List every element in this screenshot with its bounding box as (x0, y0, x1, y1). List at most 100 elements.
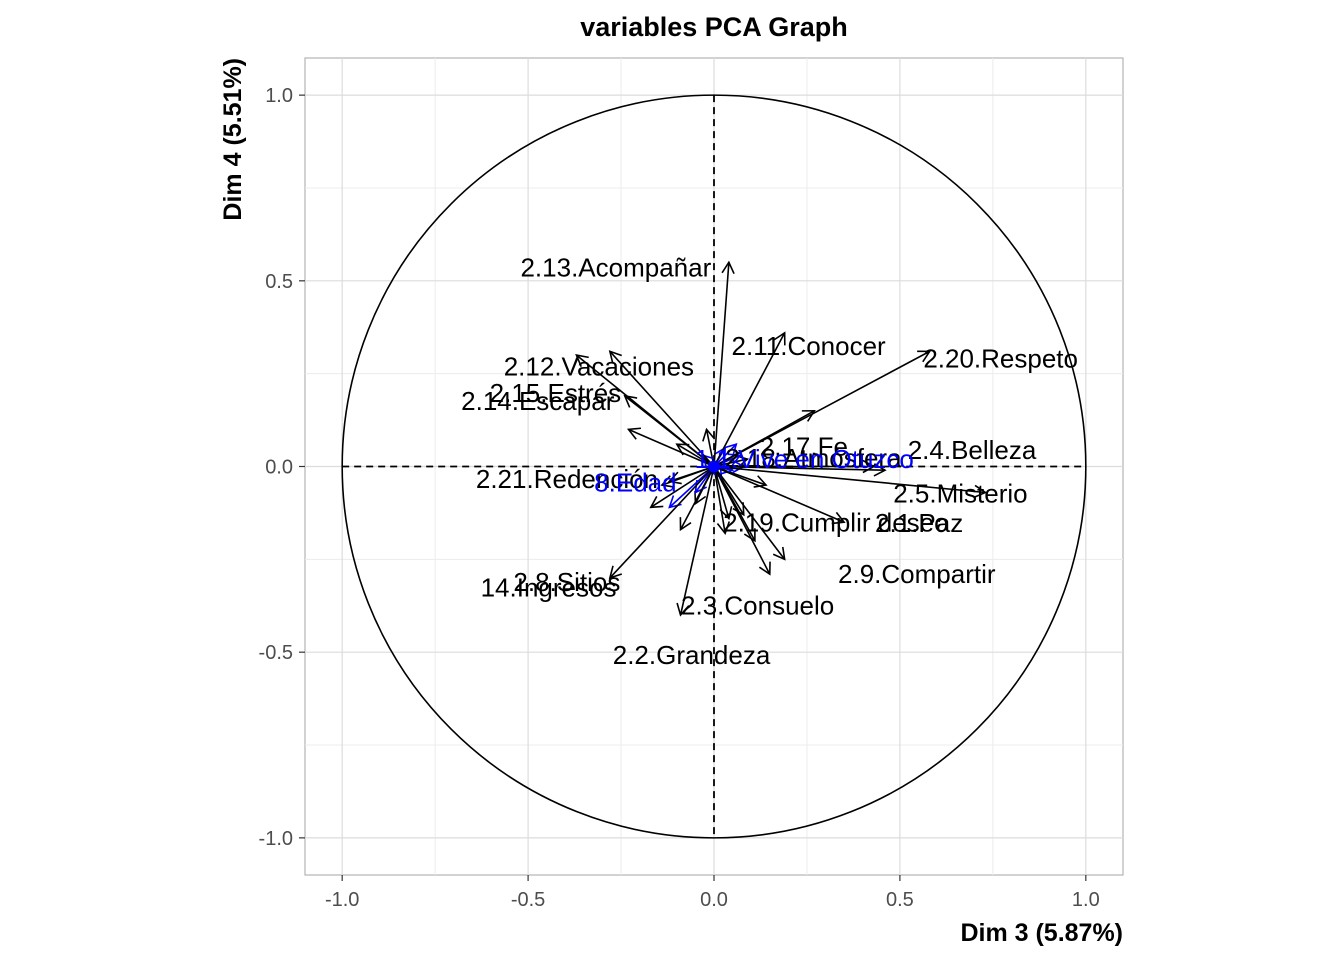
arrow-shaft (609, 465, 715, 579)
variable-arrow (626, 427, 715, 468)
variable-label: 2.4.Belleza (908, 435, 1037, 465)
arrow-head (701, 454, 716, 468)
y-tick-label: 1.0 (265, 85, 293, 107)
variable-label: 2.19.Cumplir deseo (723, 507, 948, 537)
x-tick-label: 0.0 (700, 889, 728, 911)
variable-label: 2.14.Escapar (461, 386, 615, 416)
arrow-head (743, 528, 756, 543)
variable-arrow (608, 465, 715, 580)
arrow-head (660, 475, 675, 488)
arrow-head (719, 506, 733, 521)
variable-labels-layer: 2.13.Acompañar 2.11.Conocer 2.20.Respeto 2.… (461, 252, 1078, 670)
arrow-head (753, 475, 768, 488)
arrow-head (772, 546, 786, 561)
arrow-shaft (609, 350, 715, 468)
variable-arrow (608, 350, 715, 468)
variable-label: 2.18.Atmósfera (725, 443, 902, 473)
arrow-head (676, 602, 690, 617)
variable-arrow (660, 465, 715, 488)
arrow-shaft (650, 465, 715, 509)
arrow-head (716, 521, 731, 535)
arrow-shaft (713, 466, 771, 575)
variable-label: 2.2.Grandeza (613, 640, 771, 670)
variable-arrow (676, 466, 715, 617)
x-tick-label: 0.5 (886, 889, 914, 911)
variable-arrow (679, 466, 715, 532)
variable-arrow (713, 466, 733, 521)
arrow-head (679, 517, 692, 532)
variable-arrow (713, 465, 846, 525)
arrow-shaft (713, 466, 730, 519)
variable-arrow (713, 465, 988, 499)
arrow-shaft (624, 395, 715, 468)
arrow-head (626, 427, 642, 440)
variable-label: 2.21.Redención (476, 464, 658, 494)
variable-label: 14.Ingresos (481, 573, 617, 603)
variable-arrow (713, 409, 816, 468)
arrow-shaft (713, 465, 986, 494)
arrow-shaft (713, 465, 886, 472)
arrow-shaft (713, 410, 815, 468)
variable-label: 2.20.Respeto (923, 343, 1078, 373)
variable-label: 1.1.Vive en Otuzco (695, 444, 914, 474)
variable-arrow (702, 427, 716, 467)
arrow-head (649, 495, 664, 509)
arrow-shaft (705, 429, 715, 467)
arrow-head (667, 471, 682, 485)
origin-marker (708, 460, 720, 473)
variable-label: 2.12.Vacaciones (504, 351, 694, 381)
arrow-head (917, 350, 932, 363)
variable-label: 2.9.Compartir (838, 559, 996, 589)
variable-arrow (713, 466, 786, 561)
arrow-head (973, 484, 988, 499)
arrow-shaft (713, 332, 786, 467)
y-tick-label: -0.5 (259, 642, 293, 664)
arrow-head (575, 354, 589, 367)
tick-labels-layer: -1.0 -0.5 0.0 0.5 1.0 -1.0 -0.5 0.0 0.5 1.0 (259, 85, 1100, 911)
arrow-shaft (628, 428, 715, 468)
arrow-shaft (679, 466, 715, 616)
arrow-head (724, 443, 738, 457)
axes-layer (299, 94, 1087, 881)
arrow-shaft (713, 466, 726, 534)
arrows-layer (575, 260, 988, 617)
arrow-shaft (713, 466, 786, 560)
variable-arrow (713, 466, 731, 535)
arrow-shaft (679, 466, 715, 531)
variable-arrow (623, 394, 715, 468)
arrow-head (713, 446, 727, 461)
variable-label: 2.8.Sitios (513, 567, 620, 597)
arrow-head (694, 491, 707, 506)
variable-label: 2.3.Consuelo (681, 590, 834, 620)
chart-title: variables PCA Graph (580, 12, 848, 42)
variable-label: 8.Edad (594, 467, 676, 497)
variable-arrow (713, 466, 771, 576)
y-tick-label: -1.0 (259, 828, 293, 850)
arrow-shaft (713, 465, 845, 523)
arrow-head (831, 511, 846, 525)
arrow-head (608, 565, 623, 580)
variable-label: 2.1.Paz (875, 508, 963, 538)
y-tick-label: 0.5 (265, 271, 293, 293)
variable-label: 2.15.Estrés (490, 378, 622, 408)
variable-label: 2.13.Acompañar (520, 252, 711, 282)
arrow-shaft (661, 465, 715, 486)
x-tick-label: -0.5 (511, 889, 545, 911)
arrow-head (623, 394, 638, 408)
x-tick-label: -1.0 (325, 889, 359, 911)
variable-arrow (649, 465, 715, 509)
arrow-head (801, 409, 816, 422)
variable-arrow (713, 260, 735, 467)
arrow-head (721, 260, 735, 274)
variable-arrow (713, 463, 887, 477)
x-axis-title: Dim 3 (5.87%) (960, 919, 1123, 947)
x-tick-label: 1.0 (1072, 889, 1100, 911)
arrow-head (608, 350, 622, 364)
variable-label: 2.17.Fe (760, 432, 848, 462)
variable-label: 2.5.Misterio (893, 478, 1027, 508)
arrow-head (758, 561, 771, 576)
y-tick-label: 0.0 (265, 457, 293, 479)
variable-label: 2.11.Conocer (732, 331, 887, 361)
